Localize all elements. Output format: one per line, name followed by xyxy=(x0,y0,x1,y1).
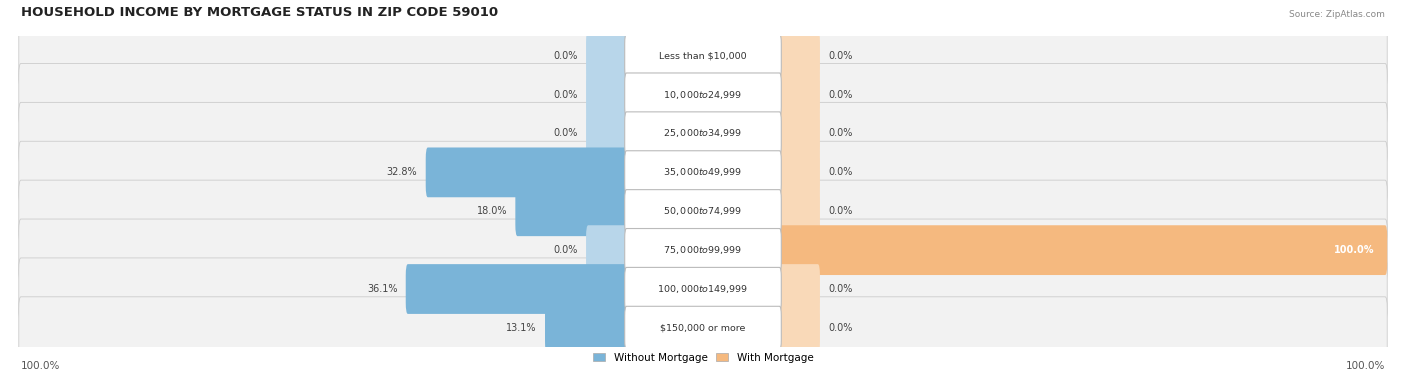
Text: 0.0%: 0.0% xyxy=(554,51,578,61)
FancyBboxPatch shape xyxy=(778,264,820,314)
Text: $100,000 to $149,999: $100,000 to $149,999 xyxy=(658,283,748,295)
Text: $10,000 to $24,999: $10,000 to $24,999 xyxy=(664,89,742,101)
FancyBboxPatch shape xyxy=(624,73,782,116)
FancyBboxPatch shape xyxy=(18,63,1388,126)
FancyBboxPatch shape xyxy=(18,180,1388,242)
Text: 0.0%: 0.0% xyxy=(554,129,578,138)
Text: $35,000 to $49,999: $35,000 to $49,999 xyxy=(664,166,742,178)
FancyBboxPatch shape xyxy=(624,306,782,349)
FancyBboxPatch shape xyxy=(18,141,1388,204)
FancyBboxPatch shape xyxy=(778,186,820,236)
Text: 0.0%: 0.0% xyxy=(828,323,852,333)
Text: 18.0%: 18.0% xyxy=(477,206,508,216)
Text: $150,000 or more: $150,000 or more xyxy=(661,323,745,333)
FancyBboxPatch shape xyxy=(624,190,782,233)
FancyBboxPatch shape xyxy=(546,303,628,353)
Text: $50,000 to $74,999: $50,000 to $74,999 xyxy=(664,205,742,217)
FancyBboxPatch shape xyxy=(624,34,782,77)
FancyBboxPatch shape xyxy=(778,303,820,353)
Text: HOUSEHOLD INCOME BY MORTGAGE STATUS IN ZIP CODE 59010: HOUSEHOLD INCOME BY MORTGAGE STATUS IN Z… xyxy=(21,6,498,19)
FancyBboxPatch shape xyxy=(778,70,820,120)
FancyBboxPatch shape xyxy=(426,147,628,197)
FancyBboxPatch shape xyxy=(778,225,1388,275)
FancyBboxPatch shape xyxy=(18,219,1388,281)
Text: 0.0%: 0.0% xyxy=(554,90,578,100)
Text: Source: ZipAtlas.com: Source: ZipAtlas.com xyxy=(1289,10,1385,19)
Text: 0.0%: 0.0% xyxy=(828,90,852,100)
FancyBboxPatch shape xyxy=(624,151,782,194)
FancyBboxPatch shape xyxy=(778,31,820,81)
Text: 32.8%: 32.8% xyxy=(387,167,418,177)
Text: 36.1%: 36.1% xyxy=(367,284,398,294)
FancyBboxPatch shape xyxy=(586,225,628,275)
FancyBboxPatch shape xyxy=(778,147,820,197)
FancyBboxPatch shape xyxy=(624,228,782,272)
FancyBboxPatch shape xyxy=(18,25,1388,87)
FancyBboxPatch shape xyxy=(624,267,782,311)
FancyBboxPatch shape xyxy=(406,264,628,314)
Text: 0.0%: 0.0% xyxy=(828,129,852,138)
FancyBboxPatch shape xyxy=(624,112,782,155)
Text: 13.1%: 13.1% xyxy=(506,323,537,333)
FancyBboxPatch shape xyxy=(18,297,1388,359)
Text: 100.0%: 100.0% xyxy=(1346,361,1385,371)
FancyBboxPatch shape xyxy=(586,109,628,158)
FancyBboxPatch shape xyxy=(516,186,628,236)
Text: 0.0%: 0.0% xyxy=(828,167,852,177)
FancyBboxPatch shape xyxy=(778,109,820,158)
Text: 100.0%: 100.0% xyxy=(21,361,60,371)
Text: 0.0%: 0.0% xyxy=(828,284,852,294)
FancyBboxPatch shape xyxy=(586,31,628,81)
Text: 100.0%: 100.0% xyxy=(1334,245,1375,255)
FancyBboxPatch shape xyxy=(18,258,1388,320)
Text: 0.0%: 0.0% xyxy=(828,206,852,216)
Text: 0.0%: 0.0% xyxy=(828,51,852,61)
Text: Less than $10,000: Less than $10,000 xyxy=(659,51,747,60)
Text: $25,000 to $34,999: $25,000 to $34,999 xyxy=(664,127,742,139)
Text: $75,000 to $99,999: $75,000 to $99,999 xyxy=(664,244,742,256)
FancyBboxPatch shape xyxy=(18,103,1388,165)
Text: 0.0%: 0.0% xyxy=(554,245,578,255)
Legend: Without Mortgage, With Mortgage: Without Mortgage, With Mortgage xyxy=(589,349,817,367)
FancyBboxPatch shape xyxy=(586,70,628,120)
